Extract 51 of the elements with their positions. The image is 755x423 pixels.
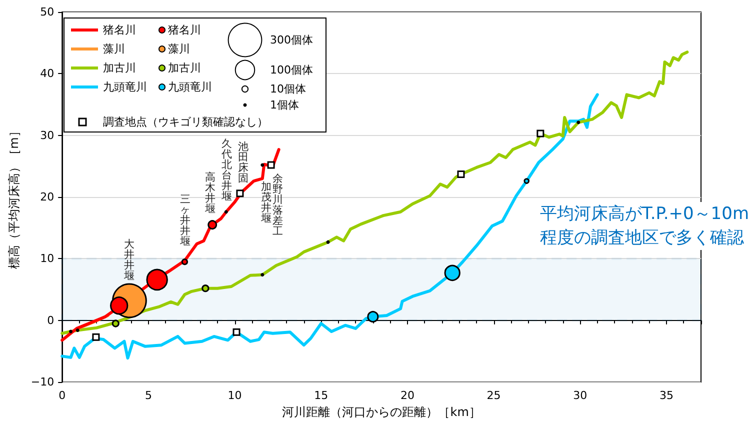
- annotation: 三ヶ井井堰: [179, 194, 192, 248]
- y-tick-label: 30: [40, 128, 54, 142]
- x-tick-label: 35: [659, 389, 674, 402]
- annotation: 余野川落差工: [272, 173, 284, 238]
- point: [536, 130, 544, 138]
- x-axis-title: 河川距離（河口からの距離）［km］: [282, 405, 481, 419]
- point: [76, 328, 80, 332]
- y-tick-label: 50: [40, 6, 54, 18]
- y-axis-title: 標高（平均河床高）［m］: [7, 125, 21, 269]
- point: [232, 328, 240, 336]
- legend-label: 九頭竜川: [103, 80, 147, 94]
- legend-label: 猪名川: [168, 24, 201, 36]
- x-tick-label: 20: [400, 389, 414, 402]
- legend-label: 10個体: [270, 82, 306, 96]
- point: [224, 210, 228, 214]
- point: [236, 190, 244, 198]
- x-tick-label: 10: [228, 389, 242, 402]
- point: [260, 273, 264, 277]
- legend-label: 猪名川: [103, 24, 136, 36]
- point: [260, 163, 264, 167]
- x-tick-label: 0: [58, 389, 66, 402]
- x-tick-label: 25: [486, 389, 501, 402]
- y-tick-label: 10: [40, 252, 54, 266]
- x-tick-label: 5: [144, 389, 152, 402]
- annotation: 高木井堰: [204, 170, 216, 215]
- y-tick-label: 0: [47, 314, 54, 327]
- point: [457, 170, 465, 178]
- point: [267, 161, 275, 169]
- legend-label: 加古川: [103, 62, 136, 74]
- annotation: 加茂井堰: [260, 180, 272, 225]
- annotation: 平均河床高がT.P.+0～10m 程度の調査地区で多く確認: [540, 204, 749, 248]
- legend-label: 藻川: [103, 42, 125, 56]
- legend-label: 1個体: [270, 98, 299, 112]
- y-tick-label: 40: [40, 67, 54, 80]
- annotation: 久代北台井堰: [220, 138, 233, 203]
- x-tick-label: 30: [573, 389, 588, 402]
- y-tick-label: −10: [30, 376, 54, 389]
- annotation: 大井井堰: [122, 238, 135, 282]
- y-tick-label: 20: [40, 190, 54, 204]
- point: [576, 120, 580, 124]
- x-tick-label: 15: [314, 389, 328, 402]
- point: [92, 333, 100, 341]
- legend-label: 藻川: [168, 42, 190, 56]
- legend-label: 九頭竜川: [168, 80, 212, 94]
- legend-label: 100個体: [270, 64, 313, 76]
- legend-label: 加古川: [168, 62, 201, 74]
- legend-label: 300個体: [270, 34, 313, 46]
- legend-label: 調査地点（ウキゴリ類確認なし）: [103, 116, 268, 128]
- point: [69, 330, 72, 334]
- annotation: 池田床固: [238, 140, 249, 185]
- point: [326, 240, 330, 244]
